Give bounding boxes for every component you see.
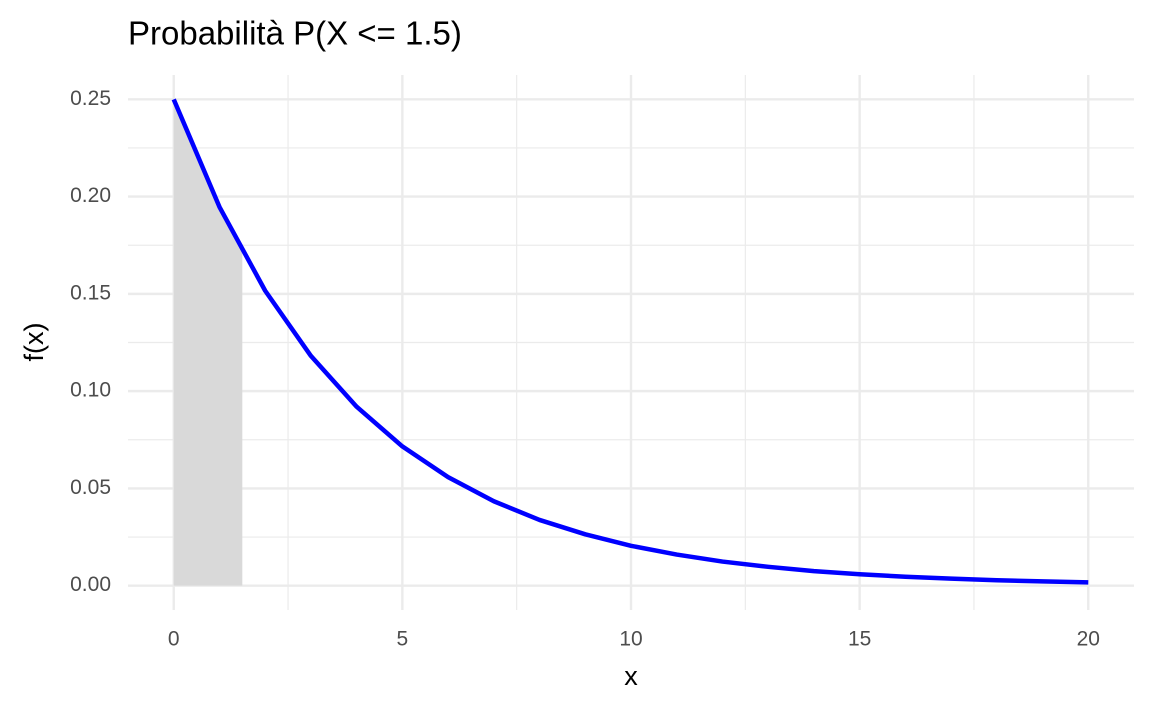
x-axis-label: x [624,661,638,691]
x-tick-label: 0 [168,628,180,651]
density-line [171,98,1089,585]
y-tick-label: 0.10 [70,379,111,402]
y-axis-label: f(x) [19,323,49,362]
shaded-area [173,99,243,586]
chart-title: Probabilità P(X <= 1.5) [128,15,462,52]
y-tick-label: 0.00 [70,573,111,596]
x-tick-label: 15 [848,628,871,651]
x-tick-label: 5 [397,628,409,651]
y-tick-label: 0.20 [70,184,111,207]
x-tick-label: 20 [1077,628,1100,651]
y-tick-label: 0.05 [70,476,111,499]
x-tick-label: 10 [619,628,642,651]
y-tick-label: 0.25 [70,87,111,110]
y-tick-label: 0.15 [70,281,111,304]
